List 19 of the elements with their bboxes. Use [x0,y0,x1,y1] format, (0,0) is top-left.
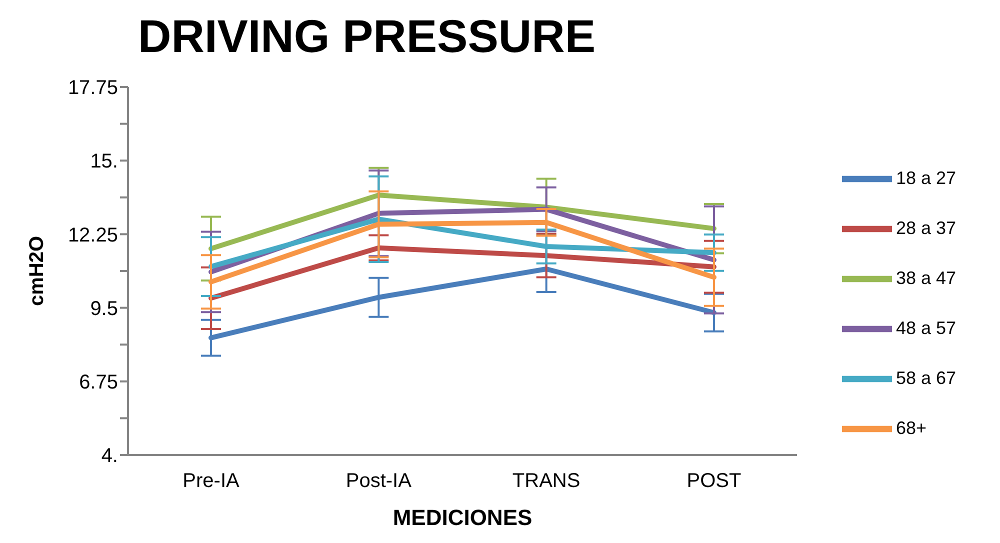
x-tick-label: POST [686,470,742,492]
legend-label: 68+ [896,417,927,438]
x-tick-label: TRANS [512,470,580,492]
legend-label: 38 a 47 [896,267,956,288]
legend-label: 58 a 67 [896,367,956,388]
legend-label: 18 a 27 [896,167,956,188]
chart-title: DRIVING PRESSURE [137,9,597,64]
y-tick-label: 4. [101,445,118,468]
x-tick-label: Post-IA [346,470,412,492]
y-tick-label: 9.5 [90,298,118,320]
legend-label: 28 a 37 [896,217,956,238]
y-axis-title: cmH2O [26,236,48,306]
y-tick-label: 6.75 [79,372,118,394]
x-axis-title: MEDICIONES [392,505,532,530]
y-tick-label: 15. [90,150,118,173]
x-tick-label: Pre-IA [182,470,240,492]
y-tick-label: 12.25 [68,224,118,246]
y-tick-label: 17.75 [68,77,118,100]
legend-label: 48 a 57 [896,317,956,338]
